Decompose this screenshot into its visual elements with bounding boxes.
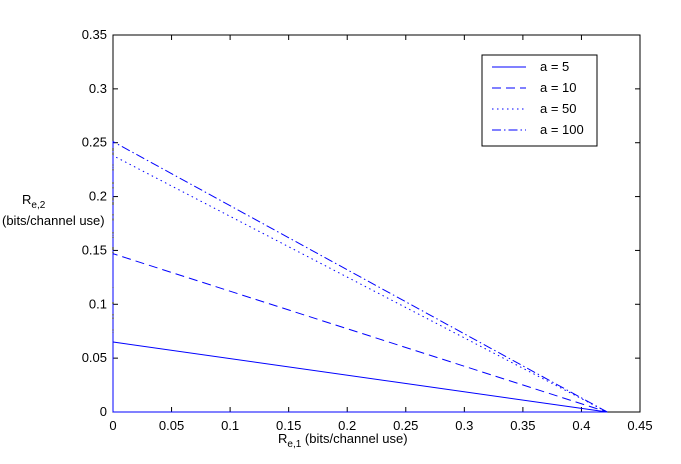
x-tick-label: 0.35 — [510, 418, 535, 433]
legend-entry-label: a = 5 — [540, 59, 569, 74]
series-line-a-100 — [112, 140, 608, 413]
x-axis-label: Re,1 (bits/channel use) — [278, 431, 408, 450]
x-tick-label: 0.05 — [159, 418, 184, 433]
x-tick-label: 0.1 — [221, 418, 239, 433]
series-line-a-10 — [112, 253, 608, 413]
x-axis-label-unit: (bits/channel use) — [301, 431, 407, 446]
x-axis-label-sub: e,1 — [287, 439, 301, 450]
x-tick-label: 0.2 — [338, 418, 356, 433]
y-tick-label: 0.25 — [82, 135, 107, 150]
y-tick-label: 0.1 — [89, 296, 107, 311]
axis-ticks: 0 0.05 0.1 0.15 0.2 0.25 0.3 0.35 0.4 0.45 0 0.05 0.… — [82, 27, 653, 433]
y-tick-label: 0.3 — [89, 81, 107, 96]
y-axis-label-main: R — [22, 192, 31, 207]
legend-entry-label: a = 100 — [540, 122, 584, 137]
y-axis-label-sub: e,2 — [31, 200, 45, 211]
y-tick-label: 0.35 — [82, 27, 107, 42]
y-axis-label-unit: (bits/channel use) — [2, 213, 105, 228]
x-tick-label: 0.45 — [627, 418, 652, 433]
legend-box — [481, 54, 598, 147]
y-tick-label: 0 — [100, 404, 107, 419]
x-axis-label-main: R — [278, 431, 287, 446]
y-axis-label: Re,2 (bits/channel use) — [2, 192, 105, 228]
legend-entry-label: a = 50 — [540, 101, 577, 116]
y-tick-label: 0.05 — [82, 350, 107, 365]
x-tick-label: 0.3 — [455, 418, 473, 433]
x-tick-label: 0 — [109, 418, 116, 433]
series-layer — [112, 140, 608, 413]
x-tick-label: 0.25 — [393, 418, 418, 433]
svg-text:Re,2: Re,2 — [22, 192, 46, 211]
x-tick-label: 0.4 — [572, 418, 590, 433]
y-tick-label: 0.15 — [82, 242, 107, 257]
legend-entry-label: a = 10 — [540, 80, 577, 95]
svg-text:Re,1 (bits/channel use): Re,1 (bits/channel use) — [278, 431, 408, 450]
x-tick-label: 0.15 — [276, 418, 301, 433]
legend: a = 5 a = 10 a = 50 a = 100 — [481, 54, 598, 147]
y-tick-label: 0.2 — [89, 189, 107, 204]
